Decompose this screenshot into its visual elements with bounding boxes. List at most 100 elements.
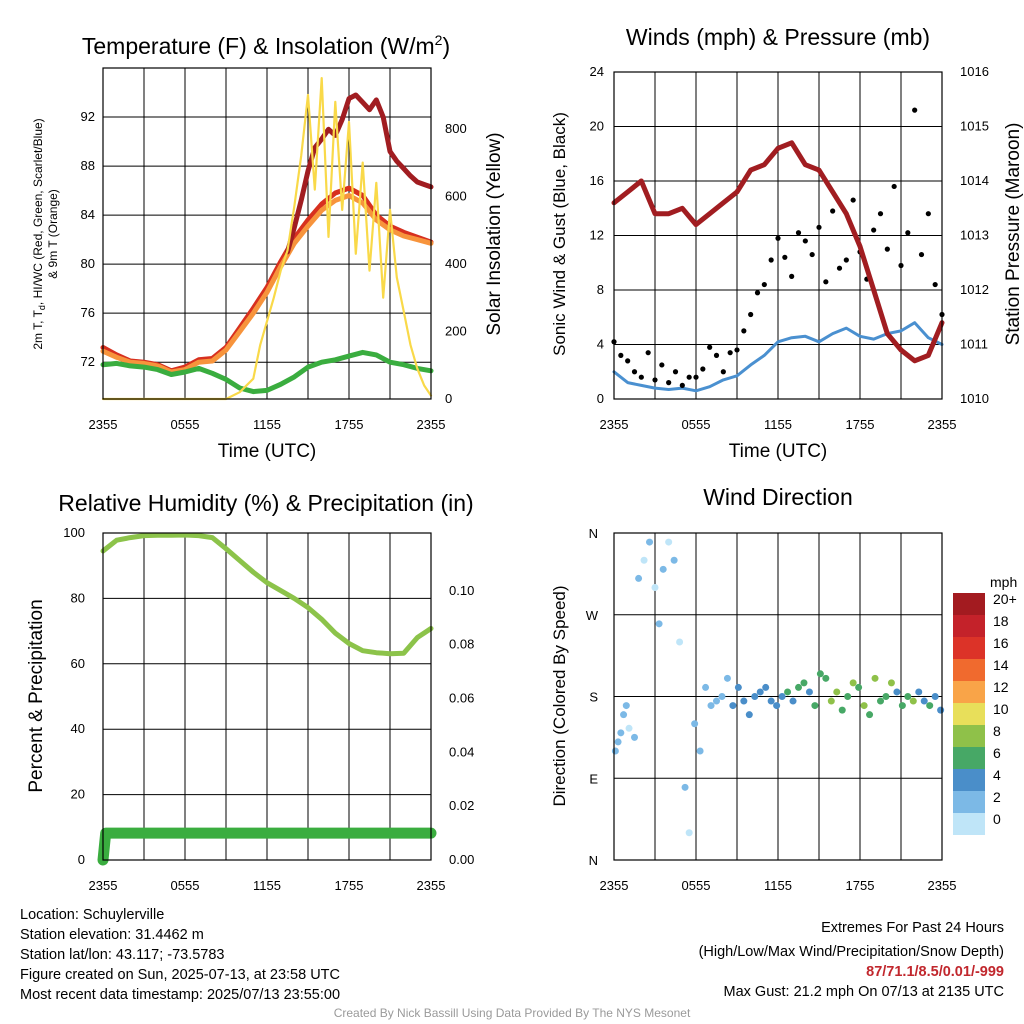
- wdir-point: [882, 693, 890, 700]
- winds-gust-point: [713, 352, 720, 358]
- winds-gust-point: [666, 380, 672, 386]
- winds-y-tick-label: 16: [590, 173, 604, 188]
- winds-gust-point: [836, 265, 843, 271]
- winds-gust-point: [843, 257, 849, 263]
- legend-swatch: [953, 747, 985, 769]
- wdir-x-tick-label: 1755: [846, 878, 875, 893]
- temp-title: Temperature (F) & Insolation (W/m2): [82, 32, 450, 59]
- winds-gust-point: [625, 358, 631, 364]
- winds-gust-point: [734, 347, 740, 353]
- temp-series-9m-t: [100, 193, 434, 375]
- legend-swatch: [953, 681, 985, 703]
- wdir-point: [887, 679, 895, 687]
- rh-y-tick-label: 100: [63, 525, 85, 540]
- wdir-point: [866, 711, 874, 719]
- wdir-x-tick-label: 2355: [600, 878, 629, 893]
- wdir-point: [655, 620, 663, 628]
- latlon-text: Station lat/lon: 43.117; -73.5783: [20, 947, 225, 963]
- wdir-point: [685, 829, 693, 837]
- wdir-point: [844, 693, 852, 700]
- wdir-point: [676, 638, 684, 646]
- temp-ylabel-left-line2: & 9m T (Orange): [46, 189, 60, 279]
- legend-swatch: [953, 769, 985, 791]
- winds-ylabel-left: Sonic Wind & Gust (Blue, Black): [550, 112, 569, 356]
- winds-gust-point: [707, 344, 713, 350]
- temp-series-td: [100, 349, 434, 395]
- wdir-point: [920, 697, 928, 705]
- winds-gust-point: [802, 238, 808, 244]
- legend-label: 10: [993, 701, 1009, 717]
- rh-grid: [103, 533, 431, 860]
- rh-series-precipitation: [97, 827, 437, 866]
- legend-label: 16: [993, 635, 1009, 651]
- winds-x-tick-label: 2355: [928, 417, 957, 432]
- temp-x-tick-label: 2355: [417, 417, 446, 432]
- legend-swatch: [953, 615, 985, 637]
- elevation-text: Station elevation: 31.4462 m: [20, 927, 204, 943]
- legend-label: 12: [993, 679, 1009, 695]
- wdir-point: [729, 702, 737, 710]
- wdir-y-tick-label: S: [589, 690, 598, 705]
- wdir-grid: [614, 533, 942, 860]
- winds-x-tick-label: 0555: [682, 417, 711, 432]
- winds-y2-tick-label: 1011: [960, 337, 988, 352]
- winds-y2-tick-label: 1016: [960, 64, 989, 79]
- wdir-y-tick-label: N: [589, 526, 598, 541]
- winds-x-tick-label: 1155: [764, 417, 792, 432]
- legend-label: 0: [993, 811, 1001, 827]
- winds-gust-point: [761, 281, 767, 288]
- wdir-point: [646, 538, 654, 546]
- winds-gust-point: [645, 350, 651, 356]
- winds-x-tick-label: 2355: [600, 417, 629, 432]
- temp-x-tick-label: 2355: [89, 417, 118, 432]
- wdir-point: [877, 697, 884, 705]
- winds-y-tick-label: 0: [597, 391, 604, 406]
- wdir-point: [718, 693, 726, 700]
- winds-gust-point: [659, 362, 665, 368]
- temp-title-sup: 2: [435, 32, 443, 48]
- wdir-point: [898, 702, 906, 710]
- credit-text: Created By Nick Bassill Using Data Provi…: [333, 1006, 691, 1020]
- legend-swatch: [953, 791, 985, 813]
- temp-ticks: 2355 0555 1155 1755 2355 72 76 80 84 88 92 0 200 400 6…: [81, 109, 467, 432]
- wdir-point: [767, 697, 775, 705]
- temperature-panel: Temperature (F) & Insolation (W/m2) 2355…: [31, 32, 505, 462]
- legend-swatch: [953, 813, 985, 835]
- temp-ylabel-left-sub: d: [37, 305, 47, 310]
- created-text: Figure created on Sun, 2025-07-13, at 23…: [20, 967, 340, 983]
- temp-y-tick-label: 88: [81, 158, 95, 173]
- winds-gust-point: [877, 211, 884, 217]
- wdir-point: [734, 683, 742, 691]
- wdir-point: [723, 674, 731, 682]
- winds-gust-point: [693, 374, 699, 380]
- temp-y-tick-label: 92: [81, 109, 95, 124]
- wdir-point: [833, 688, 841, 696]
- wdir-point: [860, 702, 868, 710]
- temp-ylabel-left-rest: , HI/WC (Red, Green, Scarlet/Blue): [31, 118, 45, 305]
- temp-x-tick-label: 0555: [171, 417, 200, 432]
- winds-gust-point: [720, 369, 726, 375]
- winds-gust-point: [754, 290, 761, 296]
- temp-y2-tick-label: 0: [445, 391, 452, 406]
- winds-ticks: 2355 0555 1155 1755 2355 0 4 8 12 16 20 24 1010 1011 1…: [590, 64, 989, 432]
- wdir-point: [640, 556, 648, 564]
- recent-text: Most recent data timestamp: 2025/07/13 2…: [20, 987, 341, 1003]
- rh-x-tick-label: 1755: [335, 878, 364, 893]
- wdir-x-tick-label: 2355: [928, 878, 957, 893]
- rh-ticks: 2355 0555 1155 1755 2355 0 20 40 60 80 100 0.00 0.02…: [63, 525, 474, 893]
- winds-y-tick-label: 8: [597, 282, 604, 297]
- wdir-point: [702, 683, 710, 691]
- legend-label: 18: [993, 613, 1009, 629]
- winds-gust-point: [700, 366, 706, 372]
- wdir-point: [631, 733, 638, 741]
- wdir-point: [611, 747, 619, 755]
- wdir-point: [622, 702, 630, 710]
- winds-y2-tick-label: 1013: [960, 228, 989, 243]
- temp-plot-frame: [102, 67, 432, 400]
- winds-gust-point: [672, 369, 679, 375]
- wdir-y-tick-label: N: [589, 853, 598, 868]
- wdir-point: [665, 538, 673, 546]
- wdir-panel: Wind Direction 2355 0555 1155 1755 2355NESWN…: [550, 484, 1017, 893]
- temp-x-tick-label: 1755: [335, 417, 364, 432]
- rh-title: Relative Humidity (%) & Precipitation (i…: [58, 490, 473, 516]
